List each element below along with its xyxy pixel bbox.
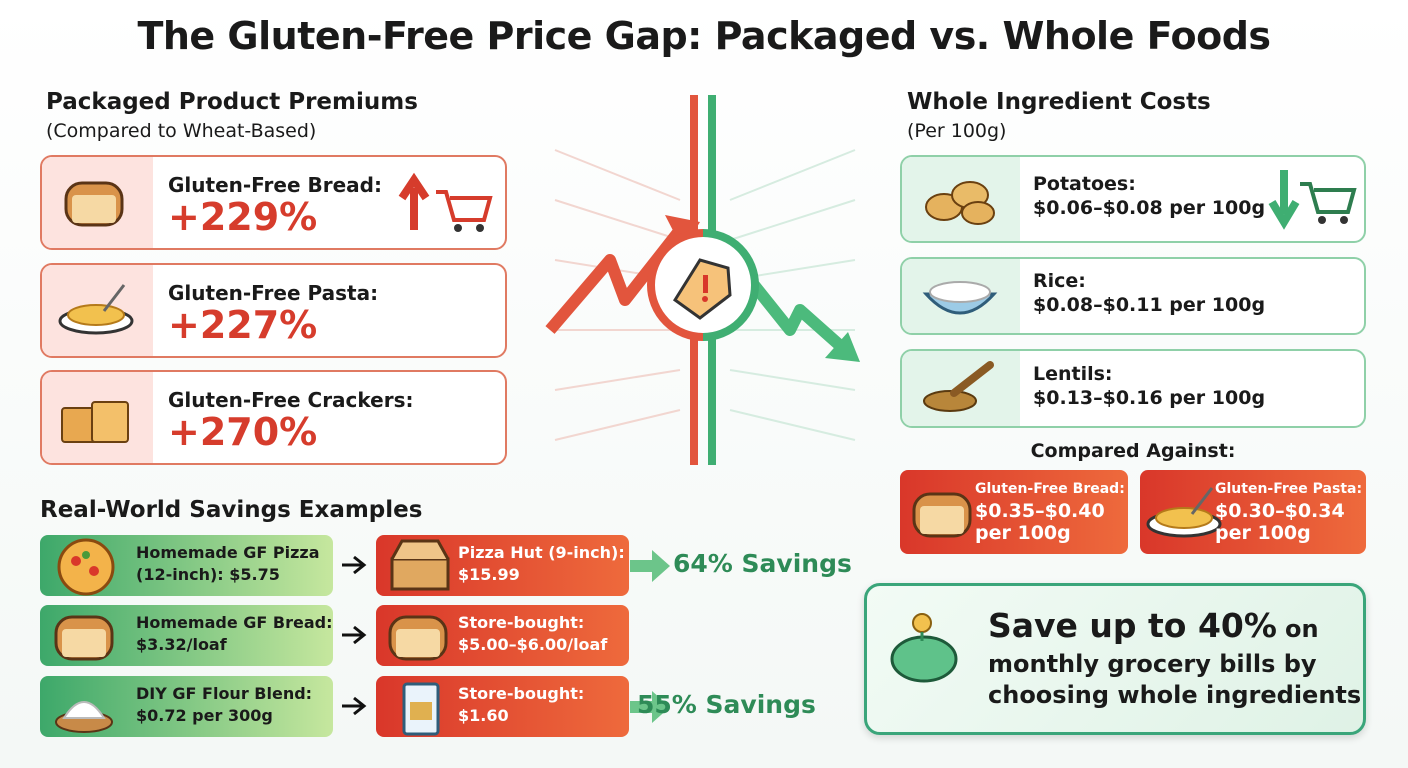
rice-icon	[922, 281, 998, 315]
compare-arrow	[342, 625, 367, 645]
callout-joiner: on	[1284, 615, 1319, 643]
ingredient-cost: $0.06–$0.08 per 100g	[1033, 197, 1266, 219]
ingredient-cost: $0.13–$0.16 per 100g	[1033, 386, 1266, 409]
premium-value: +270%	[168, 410, 318, 454]
bread-icon	[388, 615, 448, 661]
savings-result: 64% Savings	[673, 549, 852, 578]
premium-value: +227%	[168, 303, 318, 347]
compare-arrow	[342, 696, 367, 716]
bread-icon	[54, 615, 114, 661]
potato-icon	[925, 181, 995, 225]
compared-name: Gluten-Free Pasta:	[1215, 481, 1363, 497]
compared-name: Gluten-Free Bread:	[975, 481, 1125, 497]
compared-cost: per 100g	[975, 522, 1071, 544]
pasta-icon	[58, 284, 134, 335]
pizza-icon	[57, 538, 115, 596]
savings-result: 55% Savings	[637, 690, 816, 719]
product-label: Gluten-Free Bread:	[168, 173, 382, 197]
homemade-text: Homemade GF Bread:	[136, 613, 333, 632]
lentil-icon	[923, 360, 994, 412]
section-heading: Whole Ingredient Costs	[907, 89, 1211, 115]
store-text: $5.00–$6.00/loaf	[458, 635, 608, 654]
homemade-text: DIY GF Flour Blend:	[136, 684, 313, 703]
ingredient-name: Rice:	[1033, 270, 1086, 292]
homemade-text: Homemade GF Pizza	[136, 543, 320, 562]
compared-heading: Compared Against:	[1030, 440, 1236, 462]
savings-arrow	[630, 550, 670, 582]
homemade-text: $3.32/loaf	[136, 635, 227, 654]
compared-cost: per 100g	[1215, 522, 1311, 544]
bread-icon	[64, 181, 124, 227]
callout-text: monthly grocery bills by	[988, 650, 1317, 678]
bread-icon	[912, 492, 972, 538]
ingredient-cost: $0.08–$0.11 per 100g	[1033, 294, 1266, 316]
ingredient-name: Potatoes:	[1033, 173, 1136, 195]
price-up-cart	[398, 172, 493, 232]
savings-arrow	[630, 691, 670, 723]
bag-icon	[402, 682, 440, 736]
product-label: Gluten-Free Pasta:	[168, 281, 379, 305]
title: The Gluten-Free Price Gap: Packaged vs. …	[137, 14, 1271, 58]
box-icon	[390, 539, 450, 591]
homemade-text: (12-inch): $5.75	[136, 565, 280, 584]
section-subheading: (Per 100g)	[907, 120, 1007, 142]
store-text: Pizza Hut (9-inch):	[458, 543, 625, 562]
store-text: Store-bought:	[458, 613, 585, 632]
piggy-bank-icon	[890, 613, 958, 683]
section-subheading: (Compared to Wheat-Based)	[46, 120, 317, 142]
compared-cost: $0.35–$0.40	[975, 500, 1105, 522]
callout-line: Save up to 40% on	[988, 606, 1319, 645]
callout-highlight: Save up to 40%	[988, 606, 1277, 645]
callout-text: choosing whole ingredients	[988, 681, 1362, 709]
price-down-cart	[1268, 170, 1357, 230]
section-heading: Real-World Savings Examples	[40, 497, 423, 523]
section-heading: Packaged Product Premiums	[46, 89, 418, 115]
ingredient-name: Lentils:	[1033, 362, 1113, 385]
pasta-icon	[1146, 487, 1222, 538]
store-text: $15.99	[458, 565, 520, 584]
premium-value: +229%	[168, 195, 318, 239]
compare-arrow	[342, 555, 367, 575]
store-text: Store-bought:	[458, 684, 585, 703]
crackers-icon	[61, 401, 129, 443]
flour-icon	[55, 701, 113, 733]
store-text: $1.60	[458, 706, 509, 725]
product-label: Gluten-Free Crackers:	[168, 388, 414, 412]
homemade-text: $0.72 per 300g	[136, 706, 273, 725]
compared-cost: $0.30–$0.34	[1215, 500, 1345, 522]
